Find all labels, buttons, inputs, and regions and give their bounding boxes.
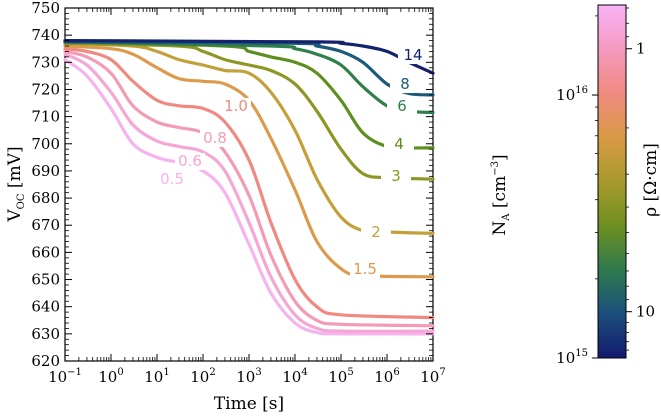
series-label-0.8: 0.8 bbox=[203, 129, 227, 147]
y-tick-label: 710 bbox=[31, 108, 60, 126]
series-label-bg-0.8 bbox=[200, 130, 230, 147]
colorbar-na-tick-label: 1016 bbox=[556, 85, 588, 104]
colorbar-gradient bbox=[597, 4, 627, 359]
x-axis-title: Time [s] bbox=[214, 394, 284, 414]
series-label-bg-3 bbox=[381, 168, 411, 185]
y-ticks-group: 620 630 640 650 660 670 680 690 700 710 720 730 740 7… bbox=[31, 0, 433, 370]
series-label-1.0: 1.0 bbox=[224, 97, 248, 115]
series-label-4: 4 bbox=[394, 135, 404, 153]
curve-labels-group: 0.50.60.8 1.0 1.5 2 3 4 6 8 14 bbox=[157, 46, 428, 278]
series-label-bg-14 bbox=[398, 47, 428, 64]
series-label-bg-6 bbox=[387, 98, 417, 115]
series-label-bg-0.5 bbox=[157, 171, 187, 188]
y-axis-title: VOC [mV] bbox=[5, 146, 27, 222]
series-line-0.6 bbox=[63, 52, 435, 333]
series-label-6: 6 bbox=[397, 97, 407, 115]
x-tick-label: 103 bbox=[236, 367, 261, 386]
y-tick-label: 630 bbox=[31, 325, 60, 343]
series-label-bg-1.0 bbox=[221, 98, 251, 115]
series-label-0.6: 0.6 bbox=[178, 152, 202, 170]
series-line-1.5 bbox=[63, 44, 435, 279]
series-label-2: 2 bbox=[371, 223, 381, 241]
series-line-2 bbox=[63, 41, 435, 235]
series-line-0.8 bbox=[63, 49, 435, 328]
y-tick-label: 660 bbox=[31, 243, 60, 261]
colorbar-na-tick-label: 1015 bbox=[556, 348, 588, 367]
y-tick-label: 740 bbox=[31, 26, 60, 44]
series-label-bg-8 bbox=[390, 76, 420, 93]
y-tick-label: 720 bbox=[31, 80, 60, 98]
plot-frame bbox=[64, 7, 434, 362]
series-line-3 bbox=[63, 41, 435, 181]
series-label-bg-4 bbox=[384, 136, 414, 153]
y-tick-label: 750 bbox=[31, 0, 60, 17]
series-label-1.5: 1.5 bbox=[353, 260, 377, 278]
x-tick-label: 105 bbox=[328, 367, 353, 386]
series-label-8: 8 bbox=[400, 75, 410, 93]
series-label-0.5: 0.5 bbox=[160, 170, 184, 188]
x-tick-label: 107 bbox=[420, 367, 445, 386]
series-line-0.5 bbox=[63, 58, 435, 336]
colorbar-right-title: ρ [Ω·cm] bbox=[641, 143, 661, 217]
series-label-14: 14 bbox=[403, 46, 422, 64]
series-label-bg-0.6 bbox=[175, 153, 205, 170]
colorbar-rho-tick-label: 10 bbox=[636, 303, 655, 321]
colorbar-rho-tick-label: 1 bbox=[636, 40, 646, 58]
x-ticks-group: 10−1 100 101 102 103 104 105 106 107 bbox=[48, 8, 446, 386]
colorbar: 1015 1016 1 10 NA [cm−3] ρ [Ω·cm] bbox=[490, 4, 661, 367]
x-tick-label: 102 bbox=[190, 367, 215, 386]
series-label-bg-2 bbox=[361, 224, 391, 241]
x-tick-label: 106 bbox=[374, 367, 399, 386]
y-tick-label: 640 bbox=[31, 298, 60, 316]
x-tick-label: 100 bbox=[98, 367, 123, 386]
series-line-1.0 bbox=[63, 47, 435, 320]
x-tick-label: 101 bbox=[144, 367, 169, 386]
x-tick-label: 10−1 bbox=[48, 367, 82, 386]
y-tick-label: 730 bbox=[31, 53, 60, 71]
series-line-4 bbox=[63, 40, 435, 150]
colorbar-ticks-group: 1015 1016 1 10 bbox=[556, 7, 655, 367]
colorbar-left-title: NA [cm−3] bbox=[490, 154, 512, 235]
y-tick-label: 690 bbox=[31, 162, 60, 180]
y-tick-label: 670 bbox=[31, 216, 60, 234]
curves-group bbox=[63, 39, 435, 336]
y-tick-label: 700 bbox=[31, 135, 60, 153]
y-tick-label: 620 bbox=[31, 352, 60, 370]
y-tick-label: 680 bbox=[31, 189, 60, 207]
series-label-3: 3 bbox=[391, 167, 401, 185]
y-tick-label: 650 bbox=[31, 271, 60, 289]
x-tick-label: 104 bbox=[282, 367, 307, 386]
series-label-bg-1.5 bbox=[350, 261, 380, 278]
